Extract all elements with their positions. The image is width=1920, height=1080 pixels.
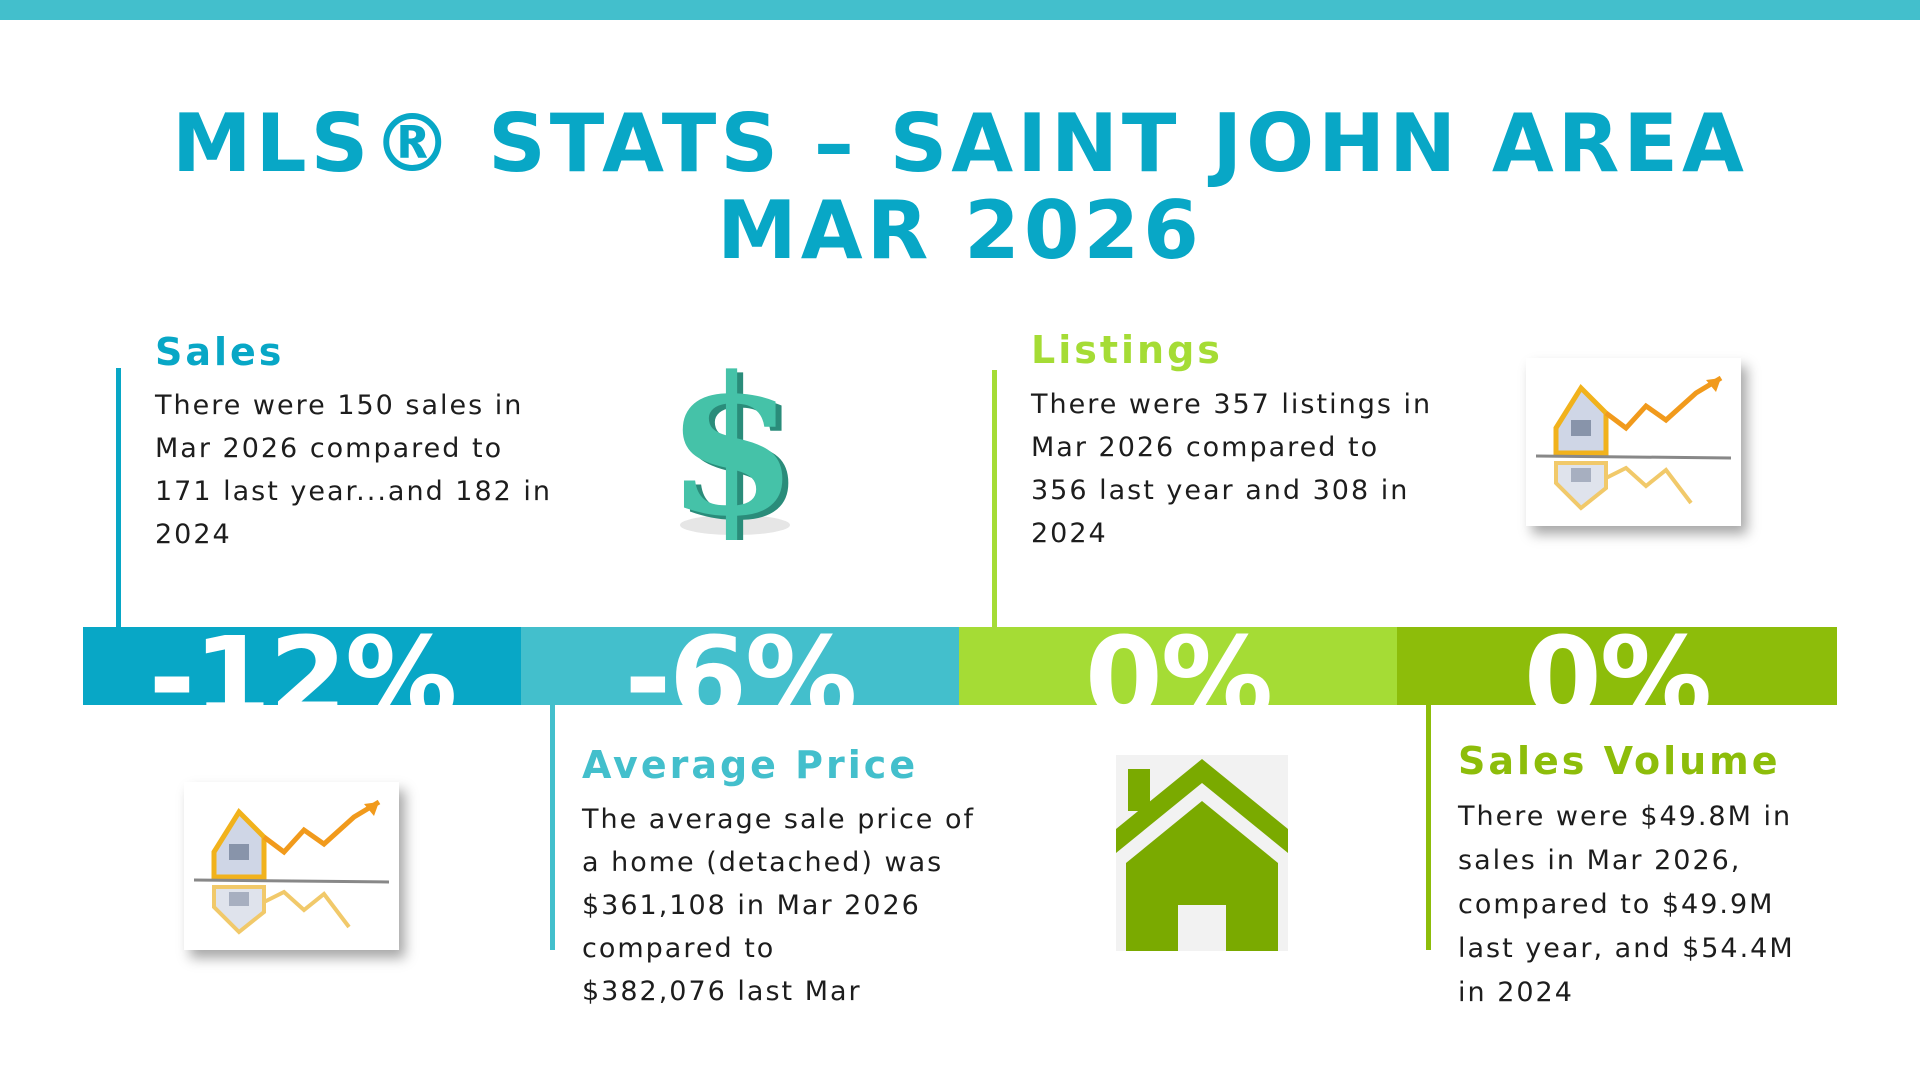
sales-volume-change-value: 0% (1523, 627, 1712, 705)
house-trend-chart-icon (184, 782, 399, 950)
sales-volume-connector-line (1426, 705, 1431, 950)
listings-change-band: 0% (959, 627, 1397, 705)
average-price-connector-line (550, 705, 555, 950)
average-price-change-value: -6% (624, 627, 858, 705)
listings-description: There were 357 listings in Mar 2026 comp… (1031, 389, 1433, 549)
home-icon (1116, 755, 1288, 951)
house-trend-chart-icon (1526, 358, 1741, 526)
average-price-change-band: -6% (521, 627, 959, 705)
sales-volume-heading: Sales Volume (1458, 739, 1781, 783)
svg-text:$: $ (672, 345, 804, 540)
listings-connector-line (992, 370, 997, 628)
page-title-line2: MAR 2026 (717, 184, 1203, 277)
top-accent-bar (0, 0, 1920, 20)
sales-volume-description: There were $49.8M in sales in Mar 2026, … (1458, 801, 1795, 1008)
sales-change-value: -12% (148, 627, 458, 705)
svg-text:$: $ (666, 345, 798, 540)
page-title-line1: MLS® STATS – SAINT JOHN AREA (172, 97, 1748, 190)
sales-volume-change-band: 0% (1397, 627, 1837, 705)
listings-change-value: 0% (1084, 627, 1273, 705)
average-price-description: The average sale price of a home (detach… (582, 804, 976, 1007)
sales-description: There were 150 sales in Mar 2026 compare… (155, 390, 553, 550)
dollar-sign-icon: $ $ (650, 335, 820, 562)
sales-connector-line (116, 368, 121, 628)
average-price-heading: Average Price (582, 743, 919, 787)
sales-heading: Sales (155, 330, 285, 374)
listings-heading: Listings (1031, 328, 1223, 372)
sales-change-band: -12% (83, 627, 521, 705)
